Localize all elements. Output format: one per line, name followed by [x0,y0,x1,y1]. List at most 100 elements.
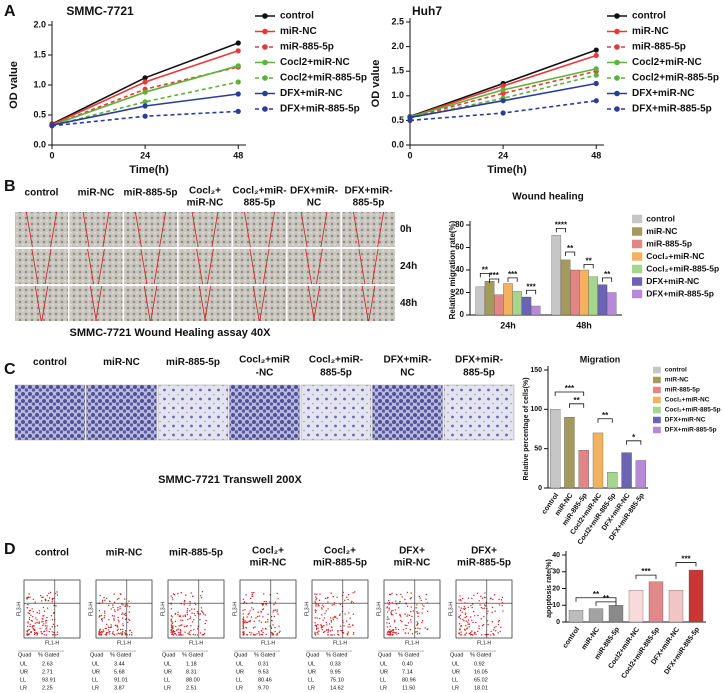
flow-event [265,604,267,606]
legend-swatch [632,227,643,236]
data-point [500,110,506,116]
legend-swatch [653,386,661,394]
flow-event [42,596,44,598]
flow-event [251,632,253,634]
flow-event [193,612,195,615]
flow-axis-label: FL1-H [261,640,275,646]
flow-event [349,626,351,628]
x-tick-label: 24 [498,150,508,160]
legend-swatch [632,214,643,224]
flow-event [100,618,103,621]
flow-event [119,633,121,635]
legend-swatch [614,44,620,50]
flow-event [395,593,398,596]
flow-event [480,595,482,598]
flow-event [340,625,342,627]
y-tick-label: 1.0 [391,90,404,100]
legend-swatch [262,59,268,66]
wound-edge [377,211,384,248]
flow-event [406,615,408,617]
flow-event [414,627,417,630]
table-cell: LL [164,677,170,683]
y-tick-label: 100 [530,406,542,413]
flow-event [30,631,32,633]
table-cell: 9.53 [258,669,269,675]
flow-event [480,634,483,636]
flow-event [122,630,124,633]
flow-event [473,594,475,597]
flow-event [43,623,45,625]
flow-event [175,629,178,632]
flow-event [38,622,40,625]
column-header: miR-NC [106,548,143,559]
flow-event [173,632,176,634]
flow-event [394,609,397,611]
flow-event [391,634,394,636]
micrograph [14,384,86,441]
table-cell: 2.25 [42,685,53,691]
flow-event [189,618,191,620]
flow-event [170,631,172,633]
flow-event [191,612,193,614]
flow-event [242,598,245,600]
flow-event [327,608,329,610]
flow-event [416,611,418,613]
flow-event [199,613,201,615]
significance-bracket [675,562,697,567]
significance-bracket [583,263,594,269]
flow-event [177,611,179,613]
significance-label: ** [602,411,609,420]
flow-event [410,610,412,613]
flow-event [46,616,48,619]
flow-event [124,634,127,636]
flow-event [180,624,182,627]
flow-event [253,620,256,623]
significance-bracket [526,289,537,295]
flow-event [123,613,125,616]
legend-swatch [653,376,661,384]
flow-event [390,593,392,596]
table-cell: LL [20,677,26,683]
flow-event [26,631,29,633]
significance-label: *** [526,282,536,291]
table-cell: 0.40 [402,661,413,667]
significance-bracket [554,391,585,397]
flow-event [498,604,501,606]
flow-event [326,624,328,626]
significance-label: * [632,433,636,442]
wound-edge [34,285,42,322]
table-cell: 0.31 [258,661,269,667]
column-header: Cocl₂+miR- [232,186,286,197]
flow-event [170,619,172,621]
wound-edge [313,285,321,322]
table-cell: UL [20,661,27,667]
y-tick-label: 0.0 [33,139,46,149]
flow-event [32,598,35,601]
flow-event [193,629,195,631]
flow-event [331,629,333,631]
flow-event [331,634,333,636]
flow-event [99,594,101,597]
flow-event [46,594,49,597]
micrograph [229,384,300,441]
flow-event [464,613,467,616]
wound-edge [89,285,97,322]
y-tick-label: 0 [556,619,560,626]
flow-event [323,617,326,619]
column-header: Cocl₂+ [252,546,284,557]
legend-label: DFX+miR-NC [665,417,706,424]
flow-event [187,618,189,621]
flow-event [243,621,245,624]
bar [588,276,598,316]
flow-plot [383,579,441,639]
table-cell: 7.14 [402,669,413,675]
table-cell: LR [20,685,27,691]
flow-event [404,598,406,601]
flow-event [118,597,120,600]
table-cell: LL [380,677,386,683]
flow-event [331,604,333,606]
flow-axis-label: FL1-H [405,640,419,646]
flow-event [28,633,30,636]
legend-label: control [632,11,666,22]
flow-event [104,615,106,617]
